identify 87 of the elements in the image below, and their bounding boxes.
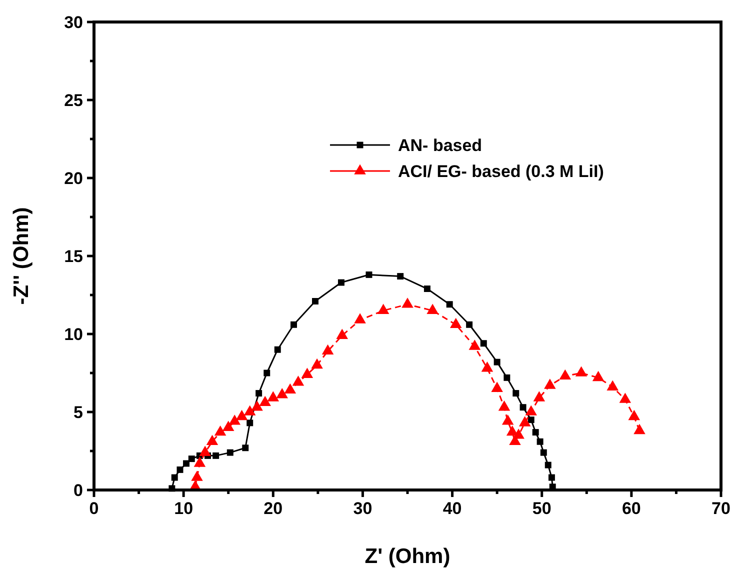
point: [548, 474, 555, 481]
x-tick-label: 10: [174, 499, 194, 518]
point: [544, 462, 552, 468]
point: [176, 466, 184, 473]
point: [212, 452, 220, 459]
point: [512, 390, 520, 397]
point: [520, 404, 526, 411]
point: [191, 470, 203, 481]
point: [481, 362, 494, 372]
x-axis-title: Z' (Ohm): [364, 545, 450, 568]
point: [290, 321, 297, 328]
x-tick-label: 70: [712, 499, 730, 518]
point: [559, 369, 572, 380]
point: [222, 420, 234, 431]
point: [518, 416, 531, 426]
y-tick-label: 0: [74, 481, 83, 500]
point: [256, 390, 262, 397]
point: [244, 405, 256, 416]
point: [301, 368, 314, 378]
point: [606, 380, 619, 390]
point: [540, 449, 547, 456]
point: [259, 396, 271, 406]
point: [199, 446, 211, 456]
legend-label: AN- based: [398, 136, 482, 155]
x-tick-label: 0: [89, 499, 99, 518]
point: [468, 340, 481, 350]
point: [498, 400, 510, 411]
point: [251, 400, 263, 411]
y-tick-label: 30: [64, 13, 83, 32]
point: [533, 391, 546, 402]
point: [628, 410, 640, 420]
point: [366, 271, 372, 278]
point: [536, 438, 544, 445]
point: [171, 474, 178, 481]
x-tick-label: 50: [532, 499, 552, 518]
legend-label: ACI/ EG- based (0.3 M LiI): [398, 162, 604, 181]
point: [336, 328, 348, 339]
point: [491, 382, 503, 392]
point: [575, 366, 588, 376]
x-tick-label: 60: [622, 499, 641, 518]
x-tick-label: 20: [264, 499, 283, 518]
point: [242, 444, 249, 452]
point: [424, 286, 430, 292]
point: [504, 374, 510, 381]
point: [236, 410, 248, 420]
point: [284, 383, 296, 394]
x-tick-label: 30: [353, 499, 372, 518]
x-tick-label: 40: [442, 499, 462, 518]
point: [354, 313, 366, 324]
point: [206, 434, 218, 446]
point: [494, 358, 500, 366]
point: [480, 340, 487, 347]
y-tick-label: 5: [74, 403, 83, 422]
point: [226, 449, 234, 456]
point: [528, 416, 534, 424]
point: [274, 346, 281, 353]
point: [188, 456, 195, 462]
point: [502, 414, 514, 425]
point: [426, 304, 438, 314]
point: [214, 425, 226, 436]
point: [525, 405, 537, 416]
point: [267, 391, 280, 402]
point: [634, 424, 646, 434]
point: [311, 358, 323, 369]
point: [228, 414, 241, 425]
point: [450, 318, 462, 328]
y-tick-label: 15: [64, 247, 83, 266]
y-tick-label: 20: [64, 169, 83, 188]
point: [292, 376, 304, 386]
y-tick-label: 10: [64, 325, 83, 344]
point: [183, 460, 190, 467]
point: [264, 370, 270, 376]
point: [592, 370, 604, 382]
point: [246, 420, 254, 426]
y-tick-label: 25: [64, 91, 83, 110]
point: [276, 388, 288, 398]
y-axis-title: -Z'' (Ohm): [10, 207, 33, 305]
point: [322, 344, 334, 355]
point: [619, 392, 632, 403]
point: [402, 298, 414, 308]
point: [544, 378, 556, 389]
point: [532, 429, 539, 436]
point: [377, 304, 390, 314]
point: [194, 456, 206, 467]
point: [312, 298, 318, 304]
point: [512, 428, 524, 439]
point: [466, 321, 473, 328]
